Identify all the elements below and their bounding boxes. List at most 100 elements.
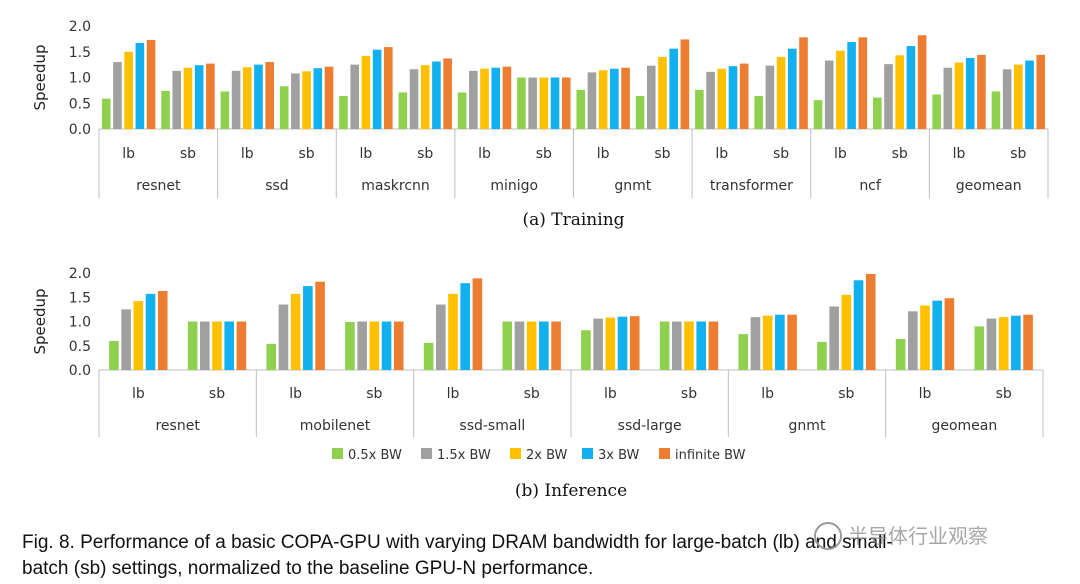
bar xyxy=(610,68,619,129)
legend-label: 1.5x BW xyxy=(437,448,491,463)
bar xyxy=(432,61,441,129)
bar xyxy=(469,70,478,129)
bar xyxy=(576,89,586,129)
bar xyxy=(254,64,263,129)
bar xyxy=(350,64,360,129)
bar xyxy=(302,71,311,129)
bar xyxy=(829,306,839,370)
bar xyxy=(908,311,918,370)
bar xyxy=(121,309,131,370)
bar xyxy=(124,51,133,129)
bar xyxy=(393,321,404,370)
bar xyxy=(146,39,156,129)
bar xyxy=(762,315,773,370)
bar xyxy=(750,317,761,370)
subcategory-label: lb xyxy=(919,386,932,402)
bar xyxy=(357,321,367,370)
bar xyxy=(672,321,682,370)
bar xyxy=(157,290,168,370)
legend-label: 3x BW xyxy=(598,448,640,463)
bar xyxy=(977,54,986,130)
bar xyxy=(339,96,348,129)
subfigure-caption: (a) Training xyxy=(522,210,624,230)
subcategory-label: sb xyxy=(417,146,433,162)
bar xyxy=(420,65,430,129)
bar xyxy=(206,63,215,129)
y-axis-label: Speedup xyxy=(31,44,49,110)
bar xyxy=(1011,315,1021,370)
bar xyxy=(658,56,667,129)
subcategory-label: sb xyxy=(524,386,540,402)
y-tick-label: 1.5 xyxy=(69,290,91,306)
bar xyxy=(1014,64,1023,129)
bar xyxy=(1002,69,1012,129)
bar xyxy=(236,321,247,370)
bar xyxy=(954,62,964,129)
inference-chart: 0.0 0.5 1.0 1.5 2.0 Speedup resnet lb sb mobilene… xyxy=(31,266,1044,501)
legend-label: infinite BW xyxy=(675,448,746,463)
bar xyxy=(551,321,561,370)
y-tick-label: 0.5 xyxy=(69,96,91,112)
bar xyxy=(943,67,953,129)
bar xyxy=(381,321,392,370)
subcategory-label: lb xyxy=(241,146,254,162)
bar xyxy=(920,305,930,370)
bar xyxy=(775,314,785,370)
group-label: maskrcnn xyxy=(361,178,430,194)
legend-swatch xyxy=(421,448,432,459)
y-tick-label: 0.5 xyxy=(69,339,91,355)
watermark: 半导体行业观察 xyxy=(814,522,988,550)
subcategory-label: sb xyxy=(366,386,382,402)
legend: 0.5x BW 1.5x BW 2x BW 3x BW infinite BW xyxy=(332,448,746,463)
y-axis-label: Speedup xyxy=(31,288,49,354)
y-tick-label: 2.0 xyxy=(69,266,91,282)
bar xyxy=(491,67,501,129)
bar xyxy=(480,68,489,129)
bar xyxy=(278,304,289,370)
bar xyxy=(629,316,640,370)
bar xyxy=(200,321,210,370)
y-tick-label: 1.5 xyxy=(69,45,91,61)
bar xyxy=(550,77,560,129)
group-label: geomean xyxy=(956,178,1022,194)
group-label: gnmt xyxy=(614,178,651,194)
bar xyxy=(635,96,645,129)
bar xyxy=(539,77,549,129)
bar xyxy=(706,71,715,129)
bar xyxy=(906,46,916,129)
bar xyxy=(145,293,156,370)
group-label: ncf xyxy=(859,178,882,194)
subcategory-label: lb xyxy=(122,146,135,162)
bar xyxy=(621,67,630,129)
bar xyxy=(581,330,591,370)
bar xyxy=(696,321,706,370)
bar xyxy=(266,343,277,370)
bar xyxy=(765,65,775,129)
y-tick-label: 1.0 xyxy=(69,71,91,87)
bar xyxy=(708,321,719,370)
subcategory-label: lb xyxy=(478,146,491,162)
figure-caption-line-2: batch (sb) settings, normalized to the b… xyxy=(22,558,593,579)
bar xyxy=(659,321,670,370)
group-label: mobilenet xyxy=(300,418,371,434)
subcategory-label: lb xyxy=(604,386,617,402)
bar xyxy=(695,89,704,129)
bar xyxy=(224,321,234,370)
bar xyxy=(113,62,122,129)
bar xyxy=(443,58,452,129)
bar xyxy=(345,321,355,370)
bar xyxy=(265,62,274,129)
bar xyxy=(605,317,616,370)
bar xyxy=(865,273,876,370)
bar xyxy=(813,100,823,129)
bar xyxy=(517,77,526,129)
legend-swatch xyxy=(582,448,593,459)
wechat-logo-icon xyxy=(814,522,842,550)
bar xyxy=(460,283,470,370)
bar xyxy=(1036,54,1046,130)
bar xyxy=(646,65,656,129)
subcategory-label: sb xyxy=(1010,146,1026,162)
y-tick-label: 1.0 xyxy=(69,315,91,331)
bar xyxy=(561,77,571,129)
